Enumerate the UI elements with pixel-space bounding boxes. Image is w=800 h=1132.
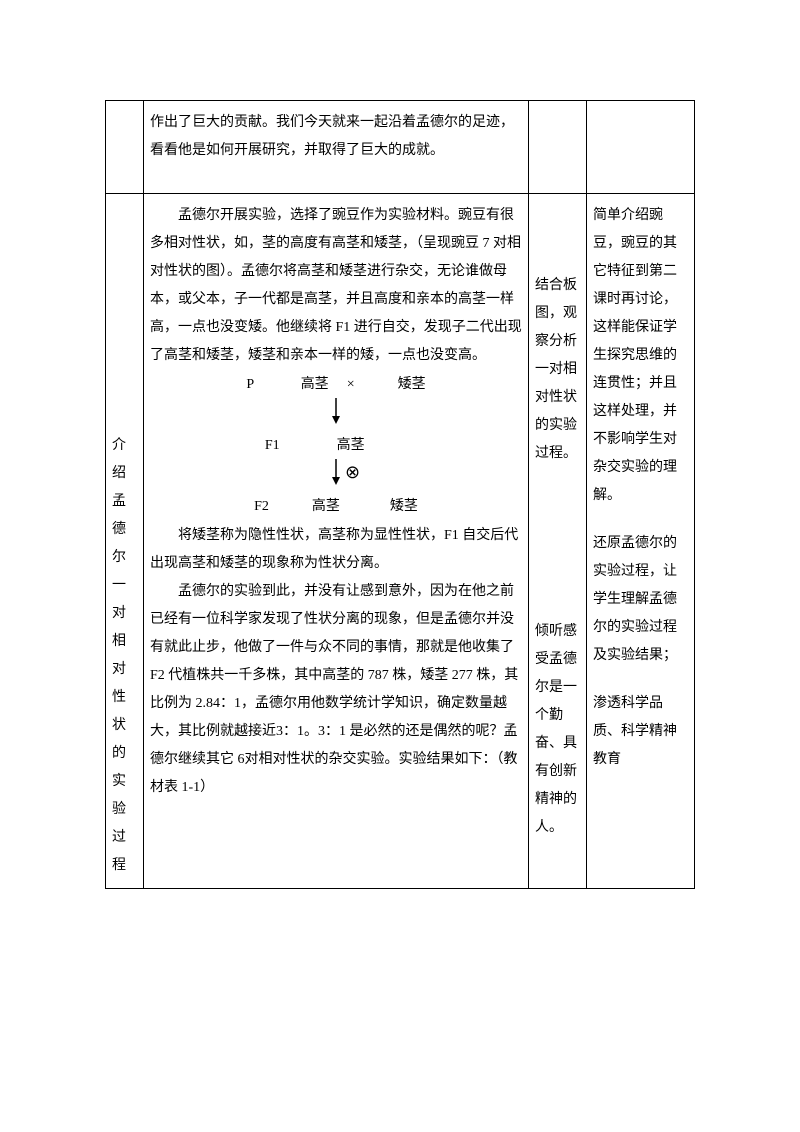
paragraph: 渗透科学品质、科学精神教育 — [593, 690, 688, 774]
diagram-row-f2: F2 高茎 矮茎 — [150, 496, 522, 518]
label-tall: 高茎 — [312, 496, 340, 518]
cross-diagram: P 高茎 × 矮茎 F1 高茎 — [150, 374, 522, 518]
paragraph: 倾听感受孟德尔是一个勤奋、具有创新精神的人。 — [535, 618, 580, 842]
spacer — [593, 670, 688, 690]
cell-teacher-content: 作出了巨大的贡献。我们今天就来一起沿着孟德尔的足迹，看看他是如何开展研究，并取得… — [144, 101, 529, 194]
label-f2: F2 — [254, 496, 269, 518]
document-page: 作出了巨大的贡献。我们今天就来一起沿着孟德尔的足迹，看看他是如何开展研究，并取得… — [0, 0, 800, 1132]
spacer — [593, 510, 688, 530]
lesson-plan-table: 作出了巨大的贡献。我们今天就来一起沿着孟德尔的足迹，看看他是如何开展研究，并取得… — [105, 100, 695, 889]
diagram-row-f1: F1 高茎 — [150, 435, 522, 457]
paragraph: 将矮茎称为隐性性状，高茎称为显性性状，F1 自交后代出现高茎和矮茎的现象称为性状… — [150, 522, 522, 578]
cell-design-intent: 简单介绍豌豆，豌豆的其它特征到第二课时再讨论，这样能保证学生探究思维的连贯性；并… — [587, 194, 695, 889]
paragraph: 孟德尔开展实验，选择了豌豆作为实验材料。豌豆有很多相对性状，如，茎的高度有高茎和… — [150, 202, 522, 370]
paragraph: 结合板图，观察分析一对相对性状的实验过程。 — [535, 272, 580, 468]
paragraph: 作出了巨大的贡献。我们今天就来一起沿着孟德尔的足迹，看看他是如何开展研究，并取得… — [150, 109, 522, 165]
paragraph: 简单介绍豌豆，豌豆的其它特征到第二课时再讨论，这样能保证学生探究思维的连贯性；并… — [593, 202, 688, 510]
label-tall: 高茎 — [337, 435, 365, 457]
stage-text: 介绍孟德尔一对相对性状的实验过程 — [112, 432, 137, 880]
label-f1: F1 — [265, 435, 280, 457]
spacer — [535, 202, 580, 272]
paragraph: 孟德尔的实验到此，并没有让感到意外，因为在他之前已经有一位科学家发现了性状分离的… — [150, 578, 522, 802]
label-short: 矮茎 — [398, 374, 426, 396]
cell-student-activity: 结合板图，观察分析一对相对性状的实验过程。 倾听感受孟德尔是一个勤奋、具有创新精… — [529, 194, 587, 889]
arrow-down-icon — [329, 398, 343, 424]
otimes-icon: ⊗ — [345, 463, 360, 481]
cell-intent-empty — [587, 101, 695, 194]
table-row: 介绍孟德尔一对相对性状的实验过程 孟德尔开展实验，选择了豌豆作为实验材料。豌豆有… — [106, 194, 695, 889]
label-p: P — [246, 374, 254, 396]
cell-student-empty — [529, 101, 587, 194]
cross-symbol: × — [347, 374, 355, 396]
table-row: 作出了巨大的贡献。我们今天就来一起沿着孟德尔的足迹，看看他是如何开展研究，并取得… — [106, 101, 695, 194]
paragraph: 还原孟德尔的实验过程，让学生理解孟德尔的实验过程及实验结果； — [593, 530, 688, 670]
cell-teacher-content: 孟德尔开展实验，选择了豌豆作为实验材料。豌豆有很多相对性状，如，茎的高度有高茎和… — [144, 194, 529, 889]
cell-stage-empty — [106, 101, 144, 194]
label-tall: 高茎 — [301, 374, 329, 396]
cell-stage: 介绍孟德尔一对相对性状的实验过程 — [106, 194, 144, 889]
diagram-row-p: P 高茎 × 矮茎 — [150, 374, 522, 396]
arrow-self-cross-icon: ⊗ — [329, 459, 343, 485]
label-short: 矮茎 — [390, 496, 418, 518]
spacer — [150, 165, 522, 185]
spacer — [535, 468, 580, 618]
